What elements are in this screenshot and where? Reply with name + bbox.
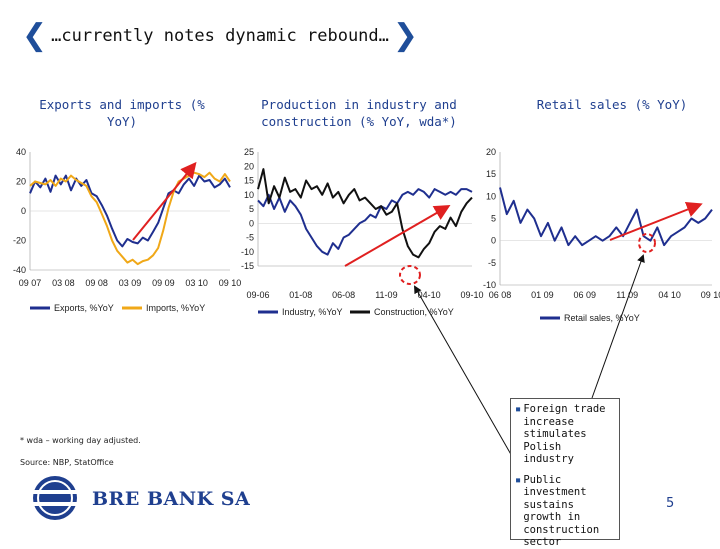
trend-arrow-production bbox=[344, 204, 451, 267]
highlight-circle-construction bbox=[399, 265, 421, 285]
x-tick-label: 09 10 bbox=[219, 278, 242, 288]
series-line bbox=[499, 187, 713, 247]
footnote-wda: * wda – working day adjusted. bbox=[20, 436, 141, 445]
y-tick-label: 0 bbox=[21, 206, 26, 216]
y-tick-label: 20 bbox=[486, 147, 496, 157]
x-tick-label: 06-08 bbox=[332, 290, 355, 300]
callout-item: ▪ Foreign trade increase stimulates Poli… bbox=[515, 403, 615, 466]
legend-label: Exports, %YoY bbox=[54, 303, 114, 313]
y-tick-label: 40 bbox=[16, 147, 26, 157]
y-tick-label: 5 bbox=[249, 204, 254, 214]
bullet-icon: ▪ bbox=[515, 473, 522, 486]
x-tick-label: 03 09 bbox=[119, 278, 142, 288]
y-tick-label: 5 bbox=[491, 214, 496, 224]
callout-text: Public investment sustains growth in con… bbox=[523, 473, 600, 549]
legend-label: Imports, %YoY bbox=[146, 303, 205, 313]
bank-name: BRE BANK SA bbox=[92, 488, 251, 510]
bre-bank-logo-icon bbox=[33, 476, 77, 520]
y-tick-label: 20 bbox=[244, 161, 254, 171]
y-tick-label: 15 bbox=[486, 169, 496, 179]
x-tick-label: 01-08 bbox=[289, 290, 312, 300]
y-tick-label: -5 bbox=[488, 258, 496, 268]
y-tick-label: -40 bbox=[13, 265, 26, 275]
chevron-left-icon: ❮ bbox=[22, 18, 48, 53]
x-tick-label: 03 10 bbox=[185, 278, 208, 288]
trend-arrow-exports bbox=[132, 161, 197, 241]
legend-label: Retail sales, %YoY bbox=[564, 313, 640, 323]
chart-layer: -40 -20 0 20 40 09 07 03 08 09 08 03 09 09 09 03 1… bbox=[13, 147, 720, 323]
series-line bbox=[29, 171, 231, 266]
y-tick-label: 20 bbox=[16, 177, 26, 187]
callout-box: ▪ Foreign trade increase stimulates Poli… bbox=[510, 398, 620, 548]
trend-arrow-retail bbox=[609, 201, 703, 241]
legend-label: Construction, %YoY bbox=[374, 307, 454, 317]
y-tick-label: 15 bbox=[244, 176, 254, 186]
page-number: 5 bbox=[666, 496, 675, 511]
y-tick-label: 25 bbox=[244, 147, 254, 157]
x-tick-label: 09 10 bbox=[701, 290, 720, 300]
source-note: Source: NBP, StatOffice bbox=[20, 458, 114, 467]
y-tick-label: 0 bbox=[249, 218, 254, 228]
y-tick-label: 0 bbox=[491, 236, 496, 246]
x-tick-label: 06 08 bbox=[489, 290, 512, 300]
x-tick-label: 09 08 bbox=[85, 278, 108, 288]
pointer-arrow-construction bbox=[414, 285, 514, 459]
x-tick-label: 11 09 bbox=[616, 290, 638, 300]
slide-title: ❮ …currently notes dynamic rebound… ❯ bbox=[22, 18, 418, 54]
legend-label: Industry, %YoY bbox=[282, 307, 343, 317]
y-tick-label: -5 bbox=[246, 233, 254, 243]
y-tick-label: -15 bbox=[241, 261, 254, 271]
y-tick-label: -10 bbox=[241, 247, 254, 257]
series-line bbox=[257, 168, 473, 259]
y-tick-label: 10 bbox=[486, 191, 496, 201]
chart2-title: Production in industry and construction … bbox=[261, 97, 457, 129]
pointer-arrow-retail bbox=[591, 254, 645, 399]
chart-3: -10 -5 0 5 10 15 20 06 08 01 09 06 09 11 09 04 10 09… bbox=[483, 147, 720, 323]
bullet-icon: ▪ bbox=[515, 403, 522, 415]
highlight-circle-retail bbox=[638, 233, 656, 253]
x-tick-label: 03 08 bbox=[52, 278, 75, 288]
x-tick-label: 04-10 bbox=[418, 290, 441, 300]
x-tick-label: 06 09 bbox=[574, 290, 597, 300]
chart1-title: Exports and imports (% YoY) bbox=[39, 97, 205, 129]
callout-item: ▪ Public investment sustains growth in c… bbox=[515, 474, 615, 549]
chevron-right-icon: ❯ bbox=[392, 18, 419, 53]
chart-1: -40 -20 0 20 40 09 07 03 08 09 08 03 09 09 09 03 1… bbox=[13, 147, 241, 313]
y-tick-label: -20 bbox=[13, 236, 26, 246]
y-tick-label: -10 bbox=[483, 280, 496, 290]
callout-text: Foreign trade increase stimulates Polish… bbox=[523, 403, 606, 465]
x-tick-label: 09 09 bbox=[152, 278, 175, 288]
chart-2: -15 -10 -5 0 5 10 15 20 25 09-06 01-08 06-08 11-09 04… bbox=[241, 147, 484, 317]
chart3-title: Retail sales (% YoY) bbox=[536, 97, 688, 112]
x-tick-label: 09 07 bbox=[19, 278, 42, 288]
x-tick-label: 01 09 bbox=[531, 290, 554, 300]
y-tick-label: 10 bbox=[244, 190, 254, 200]
x-tick-label: 09-10 bbox=[460, 290, 483, 300]
slide-title-text: …currently notes dynamic rebound… bbox=[51, 26, 389, 46]
x-tick-label: 11-09 bbox=[375, 290, 397, 300]
x-tick-label: 04 10 bbox=[658, 290, 681, 300]
x-tick-label: 09-06 bbox=[246, 290, 269, 300]
series-line bbox=[257, 188, 473, 256]
